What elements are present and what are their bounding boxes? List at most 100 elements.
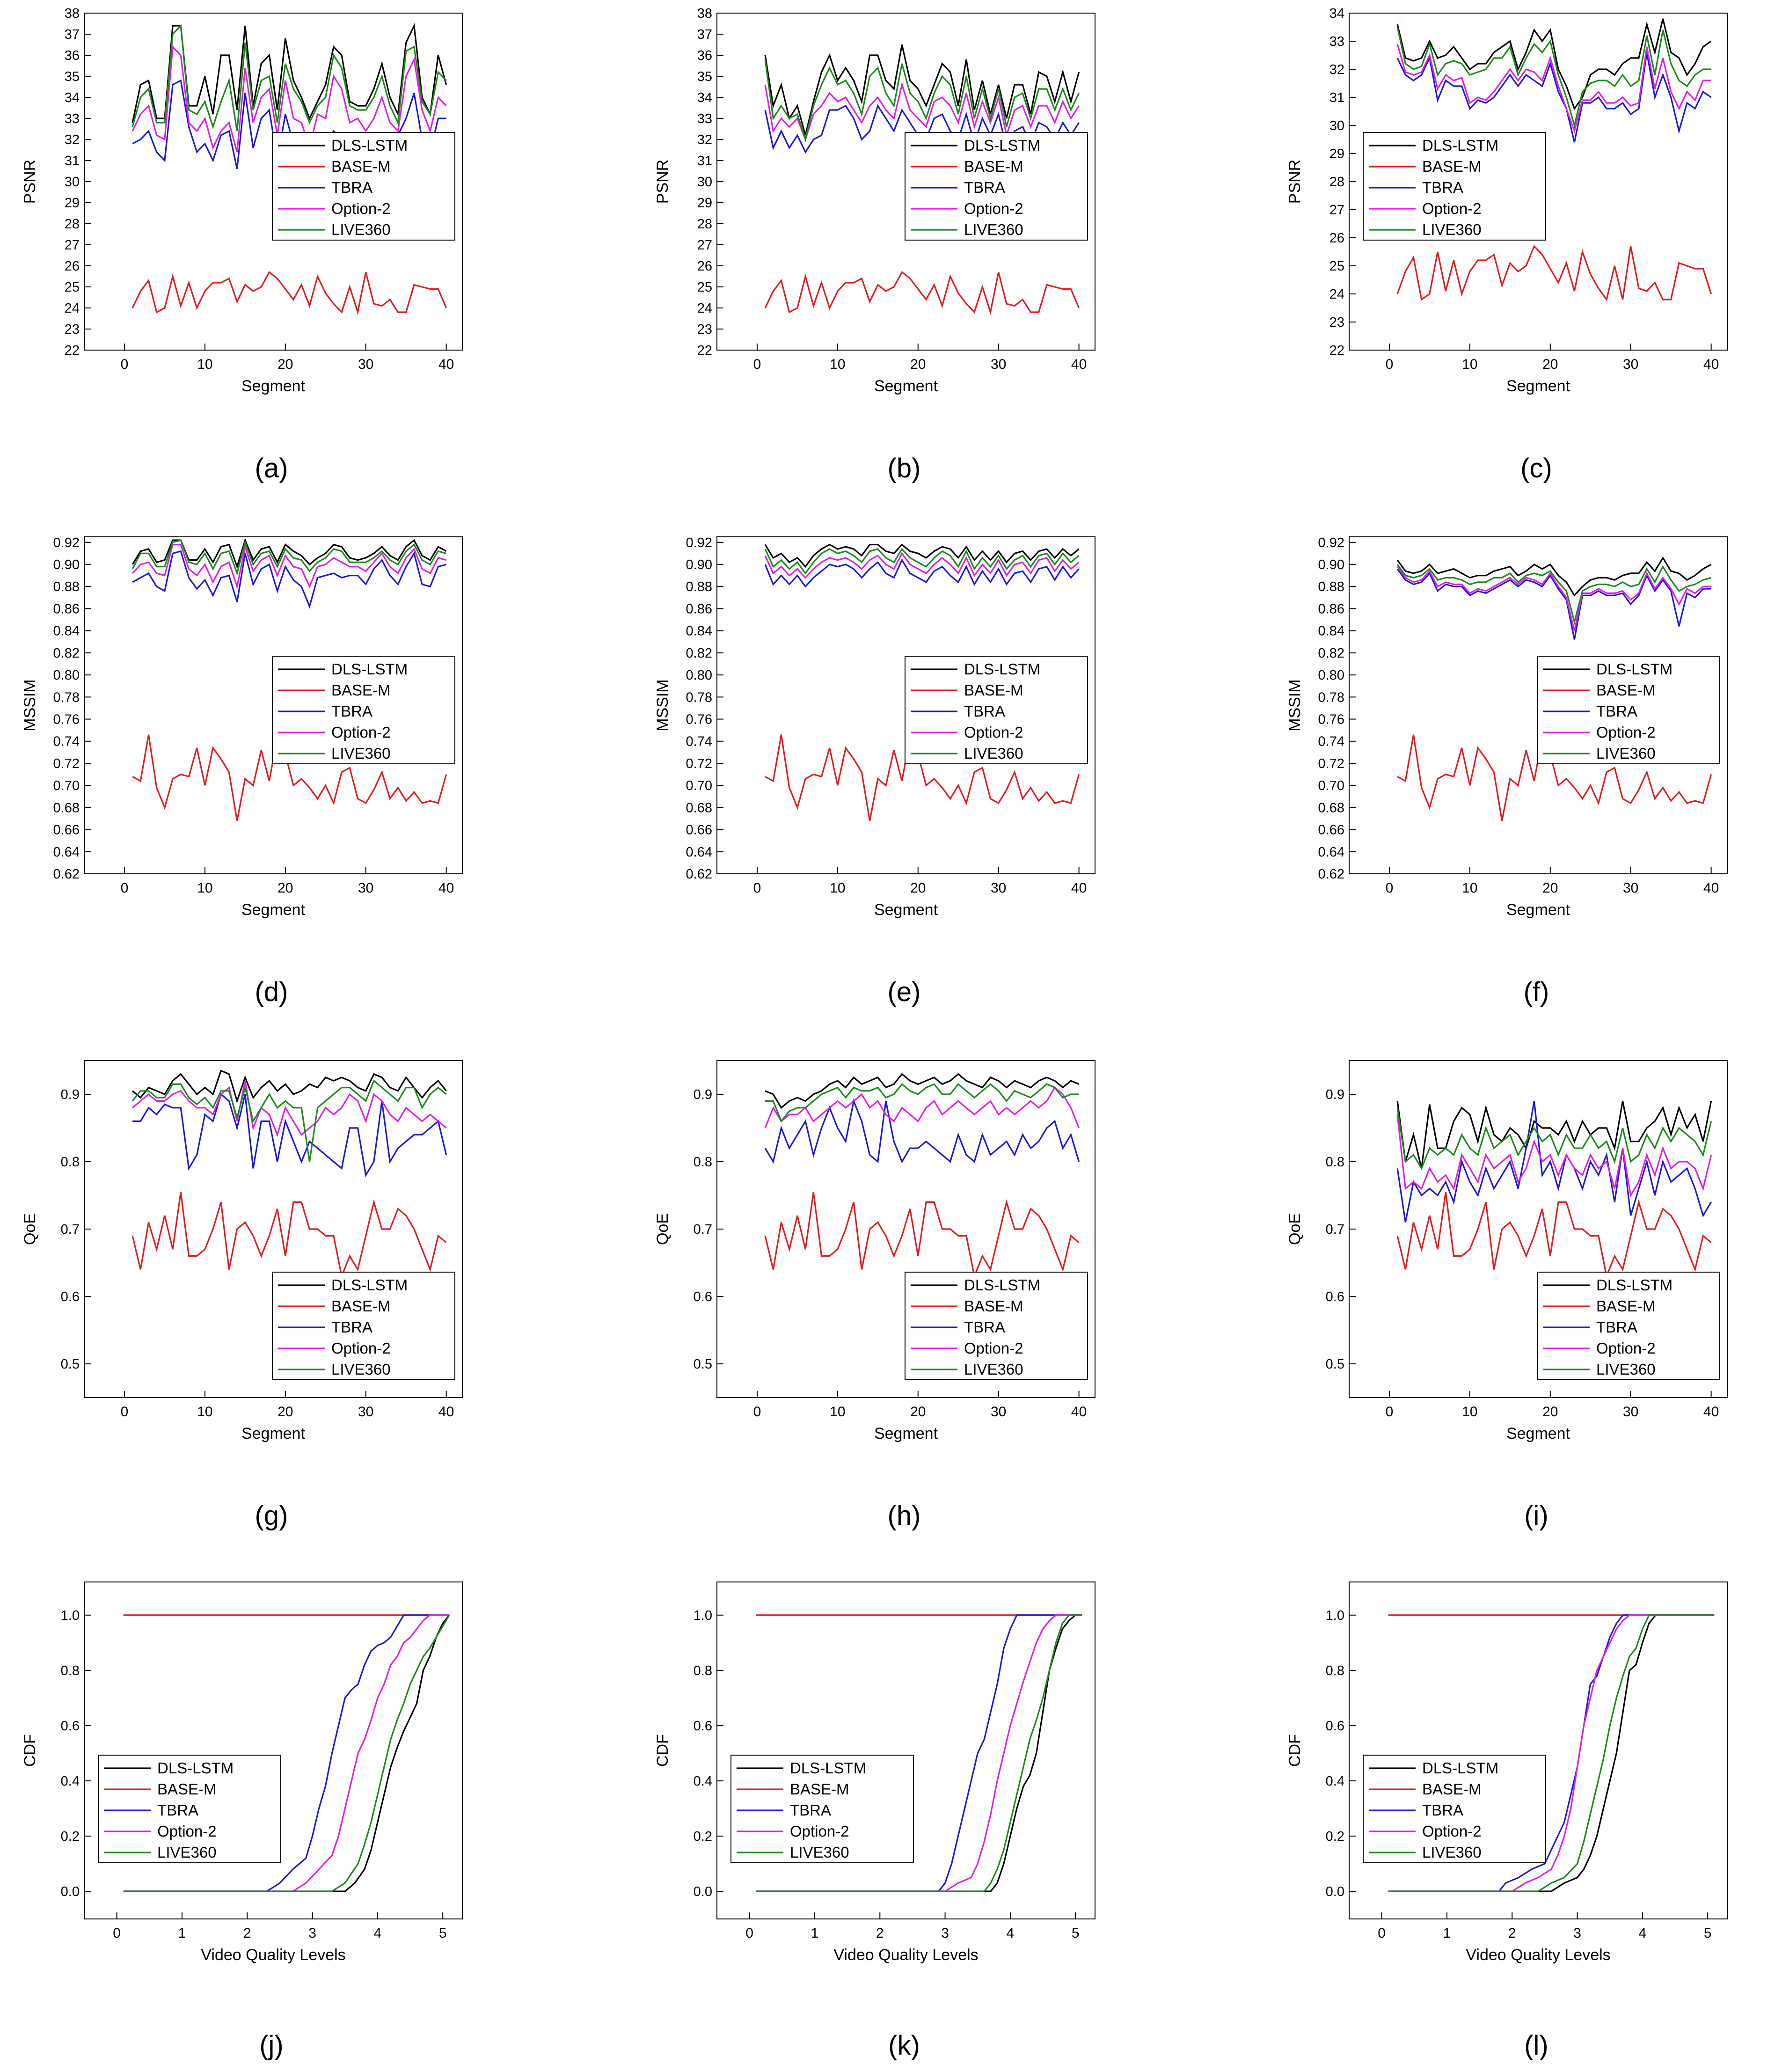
y-tick-label: 0.90 (686, 557, 712, 572)
subfigure-caption: (a) (255, 453, 288, 483)
series-line-base-m (131, 1192, 447, 1279)
chart-a: 0 10 20 30 40 22 23 24 25 26 27 28 29 30 31 32 33 34 35 36 3… (21, 6, 463, 483)
legend-label: Option-2 (790, 1823, 849, 1840)
y-tick-label: 25 (697, 280, 712, 295)
legend-label: DLS-LSTM (157, 1759, 234, 1777)
y-tick-label: 0.72 (686, 756, 712, 771)
y-tick-label: 0.8 (61, 1663, 80, 1678)
y-tick-label: 31 (65, 154, 80, 168)
legend-label: TBRA (331, 703, 372, 720)
y-tick-label: 0.80 (686, 668, 712, 683)
x-tick-label: 0 (121, 357, 129, 372)
y-tick-label: 0.7 (61, 1222, 80, 1237)
y-tick-label: 0.6 (694, 1289, 712, 1304)
y-axis-label: QoE (21, 1213, 39, 1245)
chart-i: 0 10 20 30 40 0.5 0.6 0.7 0.8 0.9 Segment QoE DLS-LS… (1286, 1060, 1728, 1531)
y-tick-label: 0.0 (61, 1884, 80, 1899)
legend-box (1537, 1272, 1720, 1380)
x-tick-label: 30 (1623, 1404, 1638, 1420)
legend-label: BASE-M (964, 158, 1023, 175)
legend: DLS-LSTM BASE-M TBRA Option-2 LIVE360 (905, 132, 1088, 241)
legend-label: DLS-LSTM (331, 137, 408, 154)
x-tick-label: 0 (753, 1404, 761, 1420)
legend-label: Option-2 (157, 1823, 217, 1840)
y-tick-label: 27 (1329, 203, 1344, 218)
y-tick-label: 0.66 (1318, 823, 1344, 838)
y-tick-label: 0.9 (1326, 1087, 1344, 1102)
y-axis-label: MSSIM (21, 679, 39, 731)
y-tick-label: 0.64 (1318, 845, 1344, 860)
y-tick-label: 35 (65, 69, 80, 84)
series-line-dls-lstm (764, 543, 1080, 568)
y-tick-label: 0.8 (694, 1155, 712, 1170)
y-tick-label: 0.5 (1326, 1357, 1344, 1372)
legend: DLS-LSTM BASE-M TBRA Option-2 LIVE360 (1363, 132, 1546, 241)
x-tick-label: 40 (1071, 1404, 1087, 1420)
y-tick-label: 0.62 (53, 867, 80, 882)
x-tick-label: 0 (1386, 357, 1394, 372)
x-tick-label: 40 (1703, 357, 1719, 372)
x-tick-label: 40 (1071, 880, 1087, 896)
y-tick-label: 0.82 (53, 646, 80, 661)
y-tick-label: 0.6 (1326, 1289, 1344, 1304)
series-line-base-m (765, 734, 1080, 821)
series-line-option-2 (764, 552, 1080, 579)
legend-label: BASE-M (331, 1297, 391, 1315)
legend-label: BASE-M (157, 1780, 217, 1798)
y-tick-label: 0.0 (694, 1884, 712, 1899)
y-tick-label: 24 (1329, 287, 1344, 302)
y-tick-label: 29 (65, 196, 80, 211)
series-line-option-2 (132, 1080, 447, 1137)
series-line-base-m (132, 734, 447, 821)
legend-label: DLS-LSTM (331, 1276, 408, 1294)
series-line-option-2 (131, 543, 447, 590)
x-tick-label: 2 (876, 1926, 884, 1941)
y-tick-label: 0.68 (53, 800, 80, 815)
x-tick-label: 4 (374, 1926, 382, 1941)
legend-label: BASE-M (964, 1297, 1023, 1315)
x-tick-label: 20 (910, 357, 926, 372)
series-line-base-m (131, 271, 447, 315)
x-tick-label: 1 (1443, 1926, 1451, 1941)
legend: DLS-LSTM BASE-M TBRA Option-2 LIVE360 (98, 1755, 281, 1863)
subfigure-caption: (e) (888, 977, 921, 1007)
series-line-dls-lstm (756, 1614, 1082, 1892)
legend: DLS-LSTM BASE-M TBRA Option-2 LIVE360 (1537, 656, 1720, 764)
legend-label: LIVE360 (1422, 1844, 1482, 1861)
x-tick-label: 20 (278, 357, 293, 372)
x-tick-label: 20 (1542, 1404, 1558, 1420)
chart-c: 0 10 20 30 40 22 23 24 25 26 27 28 29 30 31 32 33 34 Segme… (1286, 6, 1728, 483)
legend-label: TBRA (790, 1801, 831, 1819)
series-line-live360 (131, 24, 447, 132)
y-tick-label: 22 (1329, 343, 1344, 358)
chart-g: 0 10 20 30 40 0.5 0.6 0.7 0.8 0.9 Segment QoE DLS-LS… (21, 1060, 463, 1531)
series-line-tbra (132, 1093, 447, 1178)
y-tick-label: 0.4 (694, 1774, 712, 1789)
series-line-live360 (123, 1614, 450, 1892)
y-tick-label: 26 (65, 259, 80, 274)
legend: DLS-LSTM BASE-M TBRA Option-2 LIVE360 (272, 132, 455, 241)
legend-label: TBRA (157, 1801, 198, 1819)
subfigure-caption: (g) (255, 1501, 288, 1531)
x-tick-label: 10 (197, 880, 212, 896)
y-tick-label: 0.62 (686, 867, 712, 882)
series-line-live360 (131, 1079, 447, 1162)
series-line-dls-lstm (1388, 1614, 1715, 1892)
y-tick-label: 22 (65, 343, 80, 358)
y-tick-label: 0.74 (53, 734, 80, 749)
legend-label: LIVE360 (331, 221, 391, 238)
x-tick-label: 40 (1071, 357, 1087, 372)
x-tick-label: 3 (1573, 1926, 1581, 1941)
series-line-live360 (1396, 1107, 1712, 1171)
x-tick-label: 3 (941, 1926, 949, 1941)
legend-box (1363, 132, 1546, 241)
series-line-tbra (1396, 568, 1711, 640)
y-tick-label: 0.72 (1318, 756, 1344, 771)
x-tick-label: 10 (1462, 1404, 1477, 1420)
x-axis-label: Segment (874, 1425, 938, 1442)
chart-f: 0 10 20 30 40 0.62 0.64 0.66 0.68 0.70 0.72 0.74 0.7… (1286, 535, 1728, 1007)
legend-label: LIVE360 (157, 1844, 217, 1861)
x-tick-label: 0 (121, 1404, 129, 1420)
legend-box (905, 1272, 1088, 1380)
